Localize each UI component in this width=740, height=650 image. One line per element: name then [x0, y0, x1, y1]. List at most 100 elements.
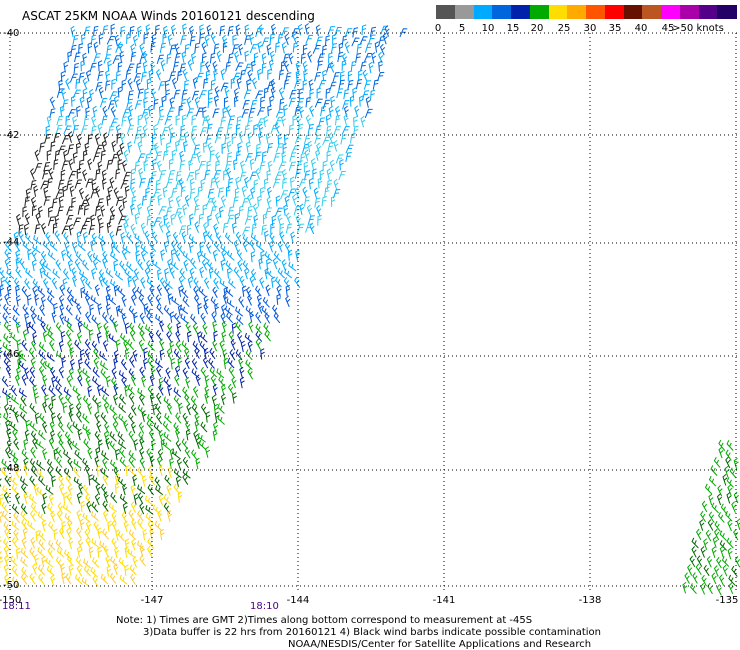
wind-barb	[110, 492, 118, 504]
wind-barb	[95, 205, 101, 216]
wind-barb	[703, 564, 710, 577]
wind-barb	[51, 311, 57, 323]
wind-barb	[298, 106, 305, 119]
wind-barb	[101, 140, 107, 152]
wind-barb	[93, 347, 100, 360]
wind-barb	[269, 232, 276, 244]
wind-barb	[318, 117, 325, 128]
wind-barb	[102, 312, 109, 324]
wind-barb	[85, 194, 91, 206]
wind-barb	[724, 465, 730, 478]
wind-barb	[91, 314, 99, 326]
wind-barb	[717, 484, 723, 497]
wind-barb	[361, 24, 367, 36]
wind-barb	[32, 384, 38, 397]
wind-barb	[170, 213, 176, 225]
wind-barb	[343, 89, 350, 100]
wind-barb	[713, 565, 720, 577]
wind-barb	[224, 133, 230, 144]
wind-barb	[137, 323, 145, 334]
wind-barb	[72, 440, 80, 451]
wind-barb	[60, 169, 66, 181]
wind-barb	[297, 23, 303, 36]
wind-barb	[307, 215, 315, 225]
wind-barb	[30, 446, 36, 459]
wind-barb	[169, 132, 176, 143]
wind-barb	[115, 196, 124, 206]
wind-barb	[99, 540, 108, 551]
wind-barb	[241, 197, 249, 208]
wind-barb	[305, 34, 314, 44]
wind-barb	[133, 311, 138, 324]
wind-barb	[352, 27, 359, 38]
wind-barb	[84, 348, 90, 361]
wind-barb	[138, 294, 145, 306]
wind-barb	[4, 554, 10, 567]
wind-barb	[321, 196, 327, 207]
wind-barb	[226, 140, 232, 153]
wind-barb	[238, 131, 244, 143]
wind-barb	[130, 168, 136, 180]
wind-barb	[227, 357, 235, 369]
wind-barb	[242, 234, 251, 245]
wind-barb	[113, 320, 119, 333]
wind-barb	[270, 23, 277, 36]
legend-swatch	[473, 5, 493, 19]
wind-barb	[250, 99, 258, 110]
wind-barb	[60, 70, 66, 83]
wind-barb	[116, 132, 122, 144]
wind-barb	[3, 564, 9, 576]
wind-barb	[90, 34, 97, 46]
wind-barb	[210, 374, 217, 387]
wind-barb	[122, 502, 128, 514]
wind-barb	[92, 152, 101, 162]
wind-barb	[214, 86, 220, 98]
wind-barb	[113, 563, 119, 575]
wind-barb	[98, 269, 105, 281]
wind-barb	[246, 116, 254, 127]
wind-barb	[130, 186, 137, 199]
wind-barb	[264, 330, 271, 342]
wind-barb	[199, 24, 204, 36]
wind-barb	[5, 419, 11, 432]
wind-barb	[192, 386, 199, 398]
wind-barb	[155, 179, 161, 190]
wind-barb	[181, 340, 190, 351]
wind-barb	[210, 177, 217, 188]
wind-barb	[158, 105, 164, 117]
wind-barb	[282, 53, 290, 64]
wind-barb	[101, 115, 108, 126]
wind-barb	[196, 151, 202, 163]
wind-barb	[213, 170, 221, 180]
wind-barb	[47, 547, 54, 559]
wind-barb	[93, 41, 99, 54]
wind-barb	[157, 268, 162, 281]
wind-barb	[731, 501, 737, 513]
wind-barb	[259, 186, 265, 199]
wind-barb	[377, 71, 385, 82]
wind-barb	[0, 467, 8, 479]
wind-barb	[18, 230, 24, 243]
wind-barb	[725, 510, 733, 522]
wind-barb	[200, 312, 207, 325]
wind-barb	[241, 285, 247, 297]
wind-barb	[100, 360, 109, 371]
wind-barb	[25, 232, 33, 244]
wind-barb	[51, 475, 56, 487]
wind-barb	[100, 467, 109, 478]
wind-barb	[110, 556, 118, 567]
wind-barb	[94, 411, 100, 424]
wind-barb	[139, 545, 145, 558]
wind-barb	[335, 106, 341, 118]
legend-label: 15	[506, 23, 520, 34]
wind-barb	[175, 170, 182, 182]
wind-barb	[276, 293, 282, 305]
wind-barb	[76, 509, 82, 522]
wind-barb	[85, 278, 92, 290]
legend-label: 20	[530, 23, 544, 34]
wind-barb	[184, 347, 190, 360]
wind-barb	[55, 466, 63, 477]
wind-barb	[201, 52, 207, 64]
wind-barb	[45, 231, 51, 244]
